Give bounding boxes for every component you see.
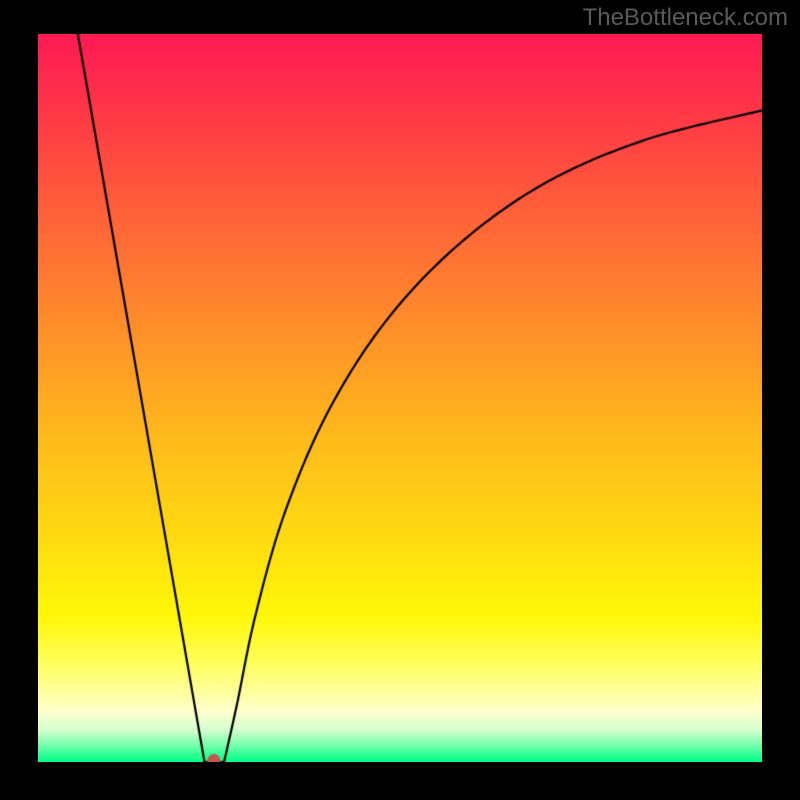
bottleneck-curve xyxy=(38,34,762,762)
watermark-text: TheBottleneck.com xyxy=(583,4,788,32)
chart-container: TheBottleneck.com xyxy=(0,0,800,800)
plot-area xyxy=(38,34,762,762)
